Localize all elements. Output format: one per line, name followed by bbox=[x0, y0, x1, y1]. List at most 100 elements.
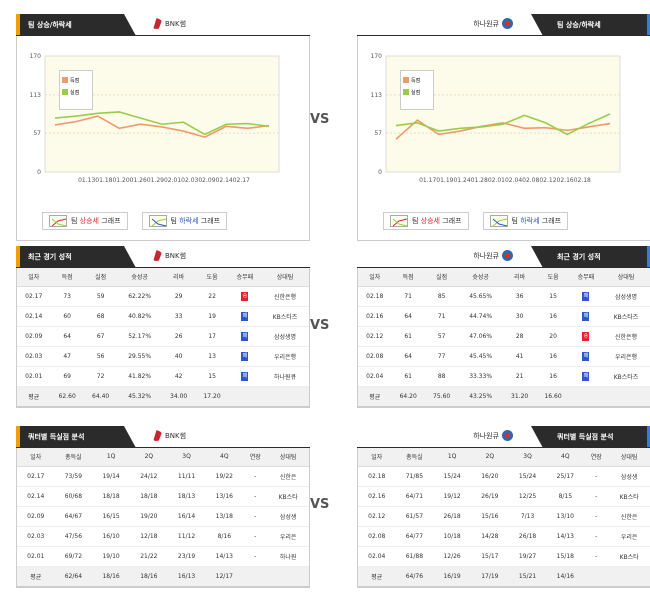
cell: 신한은 bbox=[608, 506, 650, 527]
result-badge: 패 bbox=[241, 371, 249, 381]
cell: 15/16 bbox=[470, 506, 509, 527]
right-uptrend-button[interactable]: 팀 상승세 그래프 bbox=[383, 212, 469, 230]
cell: 30 bbox=[502, 306, 537, 327]
cell: 삼성생 bbox=[608, 466, 650, 487]
right-team: 하나원큐 bbox=[473, 18, 513, 29]
cell: 72 bbox=[83, 366, 118, 387]
header-cell: 도움 bbox=[195, 268, 229, 287]
bnk-logo-icon bbox=[153, 250, 162, 261]
cell: 우리은 bbox=[608, 526, 650, 547]
x-tick-labels: 01.1701.1901.2401.2802.0102.0402.0802.12… bbox=[419, 177, 591, 184]
cell: 15/18 bbox=[546, 546, 585, 567]
right-recent-title: 최근 경기 성적 bbox=[531, 246, 650, 268]
cell: 64/67 bbox=[54, 506, 93, 527]
average-row: 평균 62/64 18/16 18/16 16/13 12/17 bbox=[17, 566, 309, 587]
cell: 44.74% bbox=[458, 306, 503, 327]
opponent-cell: KB스타즈 bbox=[602, 366, 650, 387]
cell: 26/18 bbox=[508, 526, 547, 547]
cell: 61 bbox=[391, 366, 425, 387]
series-line-loss bbox=[395, 119, 611, 140]
cell: 13/16 bbox=[205, 486, 244, 507]
cell: 15/17 bbox=[470, 546, 509, 567]
cell: 19/27 bbox=[508, 546, 547, 567]
opponent-cell: 삼성생명 bbox=[261, 326, 309, 347]
right-legend-loss: 득점 bbox=[411, 77, 421, 84]
table-row: 02.08 64/77 10/18 14/28 26/18 14/13- 우리은 bbox=[358, 526, 650, 547]
cell: 19/14 bbox=[92, 466, 130, 487]
header-cell: 일자 bbox=[358, 448, 396, 467]
cell: 16/10 bbox=[92, 526, 130, 547]
cell: 41.82% bbox=[117, 366, 162, 387]
right-recent-table: 일자 득점 실점 슛성공 리바 도움 승무패 상대팀 02.18 71 85 45.65% 36 15 패 삼… bbox=[358, 268, 650, 407]
cell: 11/11 bbox=[167, 466, 206, 487]
cell: 12/26 bbox=[433, 546, 471, 567]
cell: 60 bbox=[50, 306, 84, 327]
cell: 18/18 bbox=[129, 486, 168, 507]
table-row: 02.09 64 67 52.17% 26 17 패 삼성생명 bbox=[17, 326, 309, 347]
cell: 64 bbox=[391, 306, 425, 327]
cell: 15/24 bbox=[433, 466, 471, 487]
left-downtrend-button[interactable]: 팀 하락세 그래프 bbox=[141, 212, 228, 230]
cell: 02.08 bbox=[358, 526, 396, 547]
cell: 16/20 bbox=[470, 466, 509, 487]
y-tick-label: 113 bbox=[30, 92, 42, 99]
cell: 하나원 bbox=[267, 546, 309, 567]
opponent-cell: 신한은행 bbox=[602, 326, 650, 347]
cell: 47.06% bbox=[458, 326, 503, 347]
opponent-cell: 신한은행 bbox=[261, 286, 309, 307]
cell: 02.01 bbox=[17, 366, 51, 387]
cell: 61/57 bbox=[395, 506, 434, 527]
cell: 02.16 bbox=[358, 486, 396, 507]
cell: 73 bbox=[50, 286, 84, 307]
cell: 16 bbox=[536, 346, 570, 367]
left-uptrend-button[interactable]: 팀 상승세 그래프 bbox=[42, 212, 128, 230]
cell: 88 bbox=[424, 366, 459, 387]
cell: 13 bbox=[195, 346, 229, 367]
header-cell: 상대팀 bbox=[267, 448, 309, 467]
header-cell: 연장 bbox=[243, 448, 268, 467]
cell: 02.17 bbox=[17, 286, 51, 307]
cell: 25/17 bbox=[546, 466, 585, 487]
cell: 21 bbox=[502, 366, 537, 387]
up-graph-icon bbox=[49, 215, 67, 227]
cell: KB스타 bbox=[608, 546, 650, 567]
y-tick-label: 0 bbox=[378, 169, 382, 176]
header-cell: 상대팀 bbox=[608, 448, 650, 467]
cell: 23/19 bbox=[167, 546, 206, 567]
cell: 24/12 bbox=[129, 466, 168, 487]
cell: 77 bbox=[424, 346, 459, 367]
result-badge: 패 bbox=[241, 351, 249, 361]
cell: 18/18 bbox=[92, 486, 130, 507]
left-recent-panel: 최근 경기 성적 BNK썸 일자 득점 실점 슛성공 리바 도움 승무패 상대팀 02.17 73… bbox=[16, 246, 310, 408]
x-tick-labels: 01.1301.1801.2001.2601.2902.0102.0302.09… bbox=[78, 177, 250, 184]
cell: 33 bbox=[161, 306, 196, 327]
cell: 02.08 bbox=[358, 346, 392, 367]
y-tick-label: 113 bbox=[371, 92, 383, 99]
cell: 71 bbox=[391, 286, 425, 307]
cell: 16 bbox=[536, 366, 570, 387]
left-trend-title: 팀 상승/하락세 bbox=[16, 14, 136, 36]
opponent-cell: 삼성생명 bbox=[602, 286, 650, 307]
hana-logo-icon bbox=[502, 430, 513, 441]
right-team-name: 하나원큐 bbox=[473, 19, 499, 28]
cell: 7/13 bbox=[508, 506, 547, 527]
cell: 61 bbox=[391, 326, 425, 347]
header-cell: 총득실 bbox=[54, 448, 93, 467]
left-recent-title: 최근 경기 성적 bbox=[16, 246, 136, 268]
cell: 47/56 bbox=[54, 526, 93, 547]
cell: 02.04 bbox=[358, 546, 396, 567]
cell: 15/24 bbox=[508, 466, 547, 487]
series-line-loss bbox=[54, 115, 270, 139]
result-badge: 패 bbox=[241, 331, 249, 341]
cell: 41 bbox=[502, 346, 537, 367]
cell: 19/10 bbox=[92, 546, 130, 567]
cell: - bbox=[584, 526, 609, 547]
right-downtrend-button[interactable]: 팀 하락세 그래프 bbox=[482, 212, 569, 230]
left-team: BNK썸 bbox=[151, 18, 186, 29]
vs-label-2: VS bbox=[310, 318, 330, 333]
left-chart-legend: 득점 실점 bbox=[59, 70, 93, 110]
header-cell: 1Q bbox=[92, 448, 130, 467]
cell: 17 bbox=[195, 326, 229, 347]
header-cell: 실점 bbox=[424, 268, 459, 287]
cell: 85 bbox=[424, 286, 459, 307]
